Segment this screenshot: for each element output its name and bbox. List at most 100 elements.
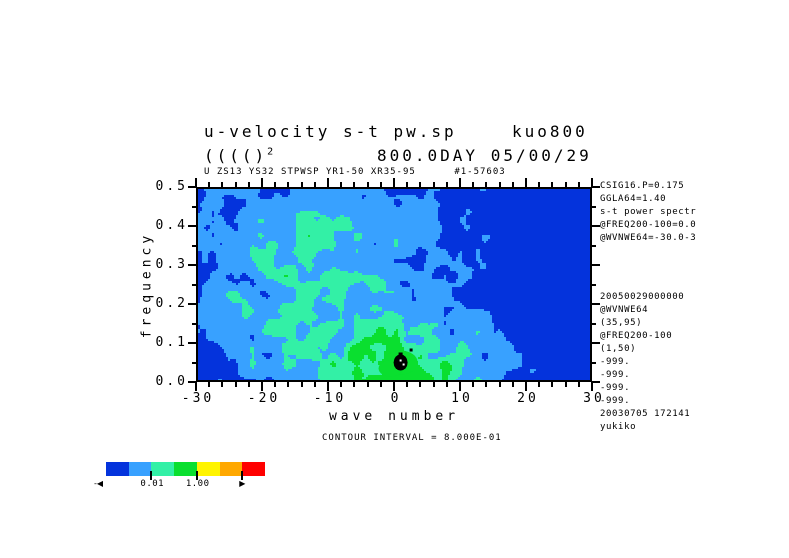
y-tick-label: 0.5 xyxy=(155,179,188,194)
tick-mark xyxy=(188,186,196,188)
tick-mark xyxy=(234,182,237,187)
colorbar-segment xyxy=(128,462,152,476)
tick-mark xyxy=(261,178,263,187)
tick-mark xyxy=(485,182,488,187)
annotation-line: GGLA64=1.40 xyxy=(600,194,667,204)
heatmap-field xyxy=(196,187,592,382)
annotation-line: 20030705 172141 xyxy=(600,409,691,419)
tick-mark xyxy=(192,283,196,286)
tick-mark xyxy=(195,178,197,187)
tick-mark xyxy=(287,182,290,187)
tick-mark xyxy=(419,182,422,187)
tick-mark xyxy=(188,264,196,266)
annotation-line: yukiko xyxy=(600,422,637,432)
annotation-line: -999. xyxy=(600,396,631,406)
tick-mark xyxy=(577,182,580,187)
tick-mark xyxy=(195,382,197,391)
tick-mark xyxy=(525,178,527,187)
tick-mark xyxy=(485,382,488,387)
plot-frame xyxy=(196,187,592,382)
tick-mark xyxy=(564,182,567,187)
colorbar-segment xyxy=(196,462,220,476)
x-tick-label: -30 xyxy=(181,391,215,406)
tick-mark xyxy=(247,382,250,387)
tick-mark xyxy=(538,182,541,187)
tick-mark xyxy=(274,182,277,187)
tick-mark xyxy=(592,205,596,208)
tick-mark xyxy=(551,382,554,387)
annotation-line: -999. xyxy=(600,370,631,380)
tick-mark xyxy=(406,182,409,187)
tick-mark xyxy=(188,225,196,227)
tick-mark xyxy=(592,244,596,247)
x-tick-label: 20 xyxy=(517,391,539,406)
tick-mark xyxy=(591,178,593,187)
colorbar xyxy=(106,462,265,476)
tick-mark xyxy=(313,382,316,387)
tick-mark xyxy=(498,382,501,387)
tick-mark xyxy=(525,382,527,391)
tick-mark xyxy=(592,303,600,305)
tick-mark xyxy=(592,342,600,344)
tick-mark xyxy=(393,178,395,187)
tick-mark xyxy=(192,205,196,208)
tick-mark xyxy=(234,382,237,387)
annotation-line: -999. xyxy=(600,357,631,367)
tick-mark xyxy=(247,182,250,187)
tick-mark xyxy=(432,382,435,387)
colorbar-tick xyxy=(241,471,244,480)
annotation-line: @FREQ200-100 xyxy=(600,331,673,341)
colorbar-underflow-arrow: -◀ xyxy=(94,479,104,488)
annotation-line: @WVNWE64=-30.0-3 xyxy=(600,233,697,243)
y-tick-label: 0.1 xyxy=(155,335,188,350)
tick-mark xyxy=(188,303,196,305)
colorbar-segment xyxy=(219,462,243,476)
x-tick-label: 30 xyxy=(583,391,605,406)
tick-mark xyxy=(406,382,409,387)
tick-mark xyxy=(379,182,382,187)
annotation-line: (1,50) xyxy=(600,344,637,354)
tick-mark xyxy=(221,182,224,187)
tick-mark xyxy=(445,182,448,187)
y-axis-title: frequency xyxy=(139,231,155,339)
annotation-block-metadata: 20050029000000 @WVNWE64 (35,95) @FREQ200-10… xyxy=(600,291,690,434)
x-tick-label: 10 xyxy=(451,391,473,406)
tick-mark xyxy=(592,322,596,325)
tick-mark xyxy=(192,244,196,247)
tick-mark xyxy=(498,182,501,187)
tick-mark xyxy=(393,382,395,391)
plot-meta-line: U ZS13 YS32 STPWSP YR1-50 XR35-95 #1-576… xyxy=(204,167,506,177)
tick-mark xyxy=(379,382,382,387)
tick-mark xyxy=(313,182,316,187)
plot-title-right: kuo800 xyxy=(512,122,588,141)
tick-mark xyxy=(366,382,369,387)
tick-mark xyxy=(551,182,554,187)
tick-mark xyxy=(472,182,475,187)
tick-mark xyxy=(472,382,475,387)
colorbar-overflow-arrow: ▶ xyxy=(239,479,246,488)
annotation-line: 20050029000000 xyxy=(600,292,685,302)
tick-mark xyxy=(419,382,422,387)
tick-mark xyxy=(208,382,211,387)
tick-mark xyxy=(353,182,356,187)
annotation-line: (35,95) xyxy=(600,318,643,328)
x-tick-label: -20 xyxy=(247,391,281,406)
annotation-block-parameters: CSIG16.P=0.175 GGLA64=1.40 s-t power spect… xyxy=(600,180,696,245)
tick-mark xyxy=(261,382,263,391)
colorbar-segment xyxy=(174,462,197,476)
colorbar-segment xyxy=(106,462,129,476)
tick-mark xyxy=(591,382,593,391)
tick-mark xyxy=(188,381,196,383)
x-tick-label: 0 xyxy=(390,391,402,406)
colorbar-tick xyxy=(195,471,198,480)
tick-mark xyxy=(592,361,596,364)
tick-mark xyxy=(188,342,196,344)
y-tick-label: 0.0 xyxy=(155,374,188,389)
plot-title: u-velocity s-t pw.sp xyxy=(204,122,457,141)
tick-mark xyxy=(340,382,343,387)
y-tick-label: 0.4 xyxy=(155,218,188,233)
colorbar-tick-label: 0.01 xyxy=(140,479,165,489)
tick-mark xyxy=(592,186,600,188)
tick-mark xyxy=(366,182,369,187)
